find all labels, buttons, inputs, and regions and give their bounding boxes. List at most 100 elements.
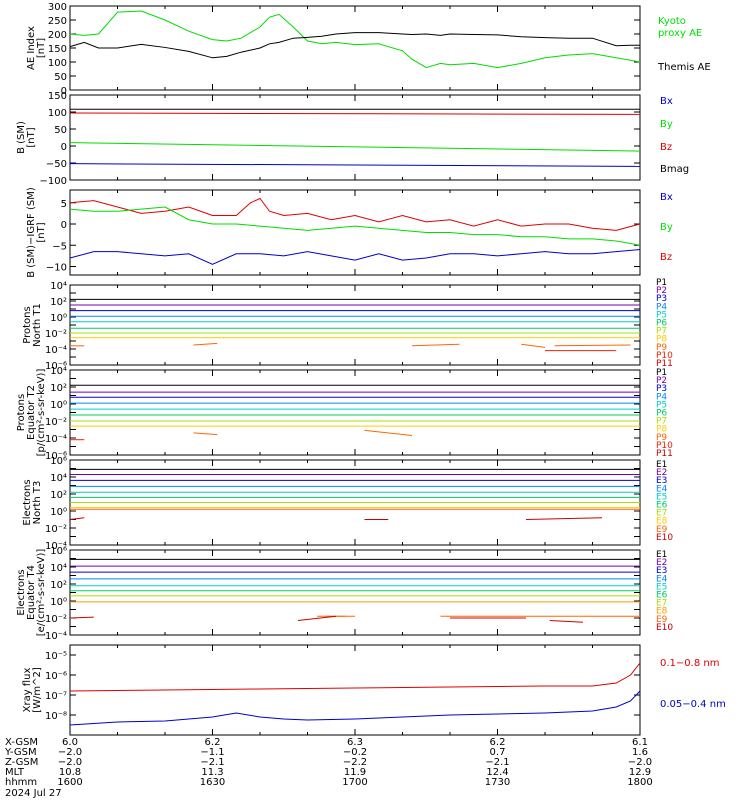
protons-t1-ytick-label: 10⁻⁶ (45, 361, 67, 372)
protons-t1-axis-label: Protons (22, 306, 33, 343)
electrons-t3-legend-e2: E2 (656, 468, 667, 478)
protons-t1-legend-p2: P2 (656, 286, 667, 296)
legend-b-bz: Bz (660, 142, 672, 153)
protons-t2-legend-p10: P10 (656, 441, 673, 451)
protons-t1-legend-p10: P10 (656, 351, 673, 361)
protons-t1-axis-label: North T1 (32, 303, 43, 347)
ephemeris-value: 6.2 (490, 737, 506, 748)
ae-axis-label: AE Index (26, 26, 37, 70)
ephemeris-row-label: MLT (5, 767, 25, 778)
b-panel-frame (69, 94, 641, 181)
xray-axis-label: [W/m^2] (32, 667, 43, 713)
b-panel-ytick-label: 150 (48, 91, 67, 102)
electrons-t3-ytick-label: 10⁻² (45, 524, 67, 535)
ephemeris-row-label: 2024 Jul 27 (5, 788, 62, 799)
b-panel-series-bz (69, 112, 641, 115)
ephemeris-value: −2.0 (628, 757, 652, 768)
electrons-t4-ytick-label: 10⁶ (50, 546, 67, 557)
electrons-t3-ytick-label: 10² (50, 490, 67, 501)
electrons-t3-axis-label: North T3 (32, 481, 43, 525)
protons-t2-legend-p5: P5 (656, 400, 667, 410)
legend-xray-long: 0.1−0.8 nm (660, 658, 719, 669)
electrons-t3-ytick-label: 10⁰ (50, 507, 67, 518)
protons-t1-channel-9 (521, 343, 546, 348)
ephemeris-value: 11.9 (344, 767, 366, 778)
xray-series (69, 662, 641, 692)
protons-t2-legend-p4: P4 (656, 392, 667, 402)
electrons-t3-legend-e6: E6 (656, 501, 668, 511)
legend-db-by: By (660, 222, 673, 233)
ephemeris-row-label: hhmm (5, 777, 37, 788)
protons-t1-ytick-label: 10⁴ (50, 281, 67, 292)
b-panel-series-bmag (69, 163, 641, 167)
ae-panel-ytick-label: 250 (48, 16, 67, 27)
electrons-t4-ytick-label: 10⁴ (50, 563, 67, 574)
legend-themis: Themis AE (657, 62, 711, 73)
electrons-t3-ytick-label: 10⁶ (50, 456, 67, 467)
electrons-t3-ytick-label: 10⁴ (50, 473, 67, 484)
ephemeris-row-label: X-GSM (5, 737, 38, 748)
db-axis-label: [nT] (36, 222, 47, 242)
protons-t2-ytick-label: 10² (50, 383, 67, 394)
ephemeris-value: 1600 (57, 777, 82, 788)
ephemeris-value: −2.1 (200, 757, 224, 768)
electrons-t4-frame (69, 549, 641, 636)
ephemeris-value: 1800 (627, 777, 652, 788)
ephemeris-value: 1700 (342, 777, 367, 788)
ephemeris-value: 6.2 (205, 737, 221, 748)
protons-t1-legend-p11: P11 (656, 359, 673, 369)
ephemeris-row-label: Y-GSM (4, 747, 37, 758)
electrons-t4-ytick-label: 10⁰ (50, 597, 67, 608)
electrons-t4-ytick-label: 10⁻⁴ (45, 631, 67, 642)
ephemeris-value: 12.4 (486, 767, 508, 778)
protons-t1-legend-p5: P5 (656, 310, 667, 320)
db-panel-series-by (69, 206, 641, 246)
legend-b-bx: Bx (660, 96, 673, 107)
db-panel-series-bx (69, 249, 641, 265)
legend-b-bmag: Bmag (660, 164, 689, 175)
electrons-t4-channel-10 (297, 615, 337, 622)
electrons-t4-channel-10 (69, 616, 94, 619)
ephemeris-value: −2.0 (58, 747, 82, 758)
protons-t1-legend-p8: P8 (656, 335, 667, 345)
electrons-t3-legend-e10: E10 (656, 533, 673, 543)
xray-panel-ytick-label: 10⁻⁸ (45, 711, 67, 722)
protons-t2-ytick-label: 10⁴ (50, 366, 67, 377)
protons-t2-channel-9 (193, 432, 218, 436)
protons-t2-ytick-label: 10⁻⁶ (45, 451, 67, 462)
electrons-t3-ytick-label: 10⁻⁴ (45, 541, 67, 552)
protons-t2-legend-p7: P7 (656, 417, 667, 427)
ephemeris-value: 6.0 (62, 737, 78, 748)
b-panel-ytick-label: 0 (61, 142, 67, 153)
electrons-t4-axis-label: Equator T4 (26, 565, 37, 620)
legend-kyoto: Kyoto (658, 16, 686, 27)
b-panel-ytick-label: −50 (46, 159, 67, 170)
electrons-t3-legend-e7: E7 (656, 509, 667, 519)
protons-t2-frame (69, 369, 641, 456)
xray-axis-label: Xray flux (22, 668, 33, 713)
electrons-t4-legend-e6: E6 (656, 591, 668, 601)
electrons-t3-axis-label: Electrons (22, 479, 33, 525)
legend-db-bz: Bz (660, 252, 672, 263)
electrons-t3-legend-e4: E4 (656, 484, 668, 494)
b-panel-ytick-label: −100 (40, 176, 67, 187)
protons-t1-legend-p7: P7 (656, 327, 667, 337)
electrons-t4-legend-e4: E4 (656, 574, 668, 584)
ephemeris-value: 6.1 (632, 737, 648, 748)
electrons-t3-legend-e1: E1 (656, 460, 667, 470)
protons-t2-legend-p8: P8 (656, 425, 667, 435)
xray-panel-ytick-label: 10⁻⁷ (45, 691, 67, 702)
protons-t1-channel-9 (554, 344, 631, 347)
electrons-t3-legend-e3: E3 (656, 476, 667, 486)
protons-t2-legend-p2: P2 (656, 376, 667, 386)
protons-t2-axis-label: Protons (16, 394, 27, 431)
protons-t2-axis-label: Equator T2 (26, 385, 37, 440)
ephemeris-row-label: Z-GSM (5, 757, 38, 768)
electrons-t4-legend-e3: E3 (656, 566, 667, 576)
ephemeris-value: 6.3 (347, 737, 363, 748)
electrons-t3-channel-10 (69, 517, 85, 520)
db-panel-ytick-label: 5 (61, 199, 67, 210)
protons-t1-ytick-label: 10⁰ (50, 313, 67, 324)
electrons-t4-ytick-label: 10⁻² (45, 614, 67, 625)
